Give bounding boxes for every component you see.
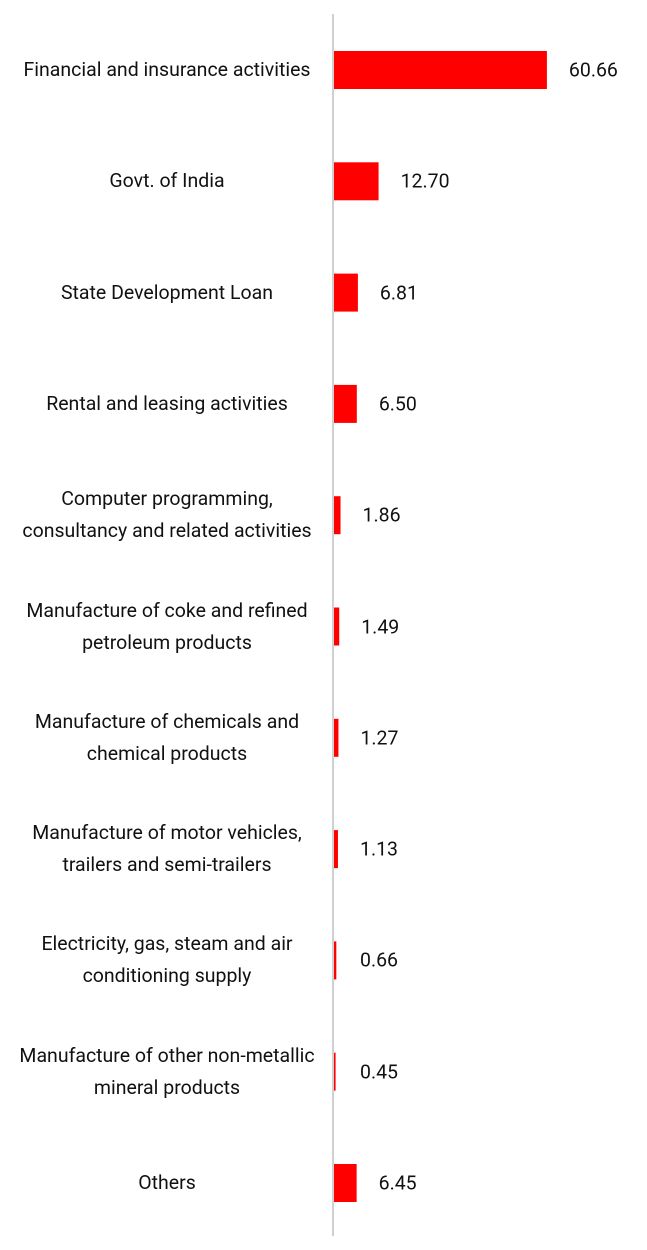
- value-label: 1.13: [360, 837, 399, 861]
- value-label: 12.70: [400, 169, 450, 193]
- category-label: Govt. of India: [109, 169, 225, 193]
- bar: [334, 162, 379, 201]
- value-label: 1.86: [362, 503, 401, 527]
- category-label: Electricity, gas, steam and air conditio…: [41, 932, 293, 988]
- value-label: 1.49: [361, 615, 400, 638]
- category-label: Financial and insurance activities: [23, 58, 311, 81]
- bar: [334, 941, 337, 980]
- value-label: 0.45: [360, 1060, 399, 1084]
- bar: [334, 496, 341, 535]
- bar: [334, 273, 358, 312]
- value-label: 0.66: [360, 948, 399, 972]
- bar: [334, 1164, 357, 1202]
- value-label: 6.81: [379, 281, 418, 305]
- bar: [334, 384, 357, 423]
- category-label: Manufacture of chemicals and chemical pr…: [34, 709, 300, 765]
- value-label: 60.66: [568, 58, 618, 82]
- category-label: Others: [138, 1171, 196, 1194]
- category-label: Manufacture of other non-metallic minera…: [19, 1043, 315, 1099]
- bar: [334, 830, 338, 869]
- value-label: 6.50: [378, 392, 417, 416]
- category-label: Rental and leasing activities: [46, 391, 288, 415]
- value-label: 1.27: [360, 726, 399, 750]
- bar: [334, 607, 340, 646]
- category-label: Manufacture of coke and refined petroleu…: [26, 598, 308, 654]
- bar: [334, 718, 339, 757]
- bar: [334, 1052, 336, 1091]
- category-label: Manufacture of motor vehicles, trailers …: [32, 821, 302, 877]
- category-label: Computer programming, consultancy and re…: [22, 487, 312, 543]
- bar: [334, 51, 547, 89]
- value-label: 6.45: [378, 1171, 417, 1195]
- category-label: State Development Loan: [60, 280, 274, 304]
